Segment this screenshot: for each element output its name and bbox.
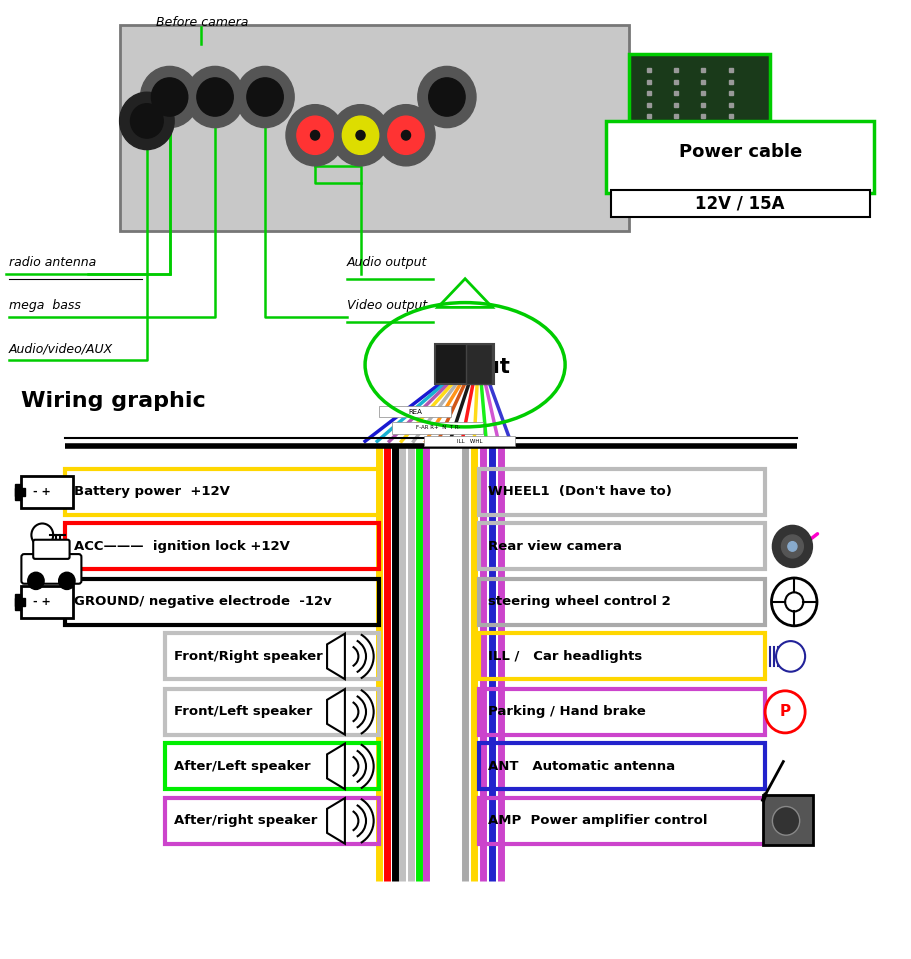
FancyBboxPatch shape xyxy=(466,343,492,384)
Text: F-AR R+  N  T R-: F-AR R+ N T R- xyxy=(415,426,459,431)
Circle shape xyxy=(247,78,283,116)
Text: Rear view camera: Rear view camera xyxy=(487,540,621,553)
Text: Front/Left speaker: Front/Left speaker xyxy=(174,706,312,718)
Circle shape xyxy=(197,78,233,116)
Text: Video output: Video output xyxy=(346,299,426,313)
Circle shape xyxy=(387,116,424,154)
Text: input: input xyxy=(447,357,509,377)
Circle shape xyxy=(331,105,389,166)
FancyBboxPatch shape xyxy=(435,343,494,384)
Text: Audio/video/AUX: Audio/video/AUX xyxy=(8,342,113,355)
Text: radio antenna: radio antenna xyxy=(8,256,96,269)
Circle shape xyxy=(764,690,804,733)
Text: Power cable: Power cable xyxy=(678,143,801,161)
Circle shape xyxy=(236,66,294,128)
Text: ANT   Automatic antenna: ANT Automatic antenna xyxy=(487,760,674,773)
FancyBboxPatch shape xyxy=(15,597,25,606)
Circle shape xyxy=(401,130,410,140)
Circle shape xyxy=(442,92,451,102)
Circle shape xyxy=(787,542,796,551)
FancyBboxPatch shape xyxy=(378,406,451,417)
FancyBboxPatch shape xyxy=(15,594,21,610)
Circle shape xyxy=(355,130,364,140)
Text: After/Left speaker: After/Left speaker xyxy=(174,760,311,773)
Text: mega  bass: mega bass xyxy=(8,299,80,313)
FancyBboxPatch shape xyxy=(424,436,515,446)
FancyBboxPatch shape xyxy=(21,476,73,508)
Text: 12V / 15A: 12V / 15A xyxy=(694,194,784,212)
FancyBboxPatch shape xyxy=(15,488,25,496)
Text: WHEEL1  (Don't have to): WHEEL1 (Don't have to) xyxy=(487,485,671,499)
Circle shape xyxy=(58,573,75,590)
Circle shape xyxy=(210,92,220,102)
FancyBboxPatch shape xyxy=(628,54,769,193)
Polygon shape xyxy=(327,634,344,679)
Circle shape xyxy=(772,807,799,835)
Text: AMP  Power amplifier control: AMP Power amplifier control xyxy=(487,814,707,828)
Circle shape xyxy=(310,130,319,140)
Circle shape xyxy=(297,116,333,154)
Text: ACC———  ignition lock +12V: ACC——— ignition lock +12V xyxy=(74,540,290,553)
FancyBboxPatch shape xyxy=(21,586,73,619)
Text: P: P xyxy=(779,704,790,719)
Circle shape xyxy=(119,92,174,150)
Text: REA: REA xyxy=(408,409,422,414)
Circle shape xyxy=(151,78,188,116)
Circle shape xyxy=(428,78,465,116)
FancyBboxPatch shape xyxy=(605,121,874,193)
Circle shape xyxy=(165,92,174,102)
FancyBboxPatch shape xyxy=(392,422,483,433)
FancyBboxPatch shape xyxy=(763,795,813,845)
Circle shape xyxy=(286,105,343,166)
Text: Front/Right speaker: Front/Right speaker xyxy=(174,650,322,663)
Polygon shape xyxy=(327,690,344,735)
Text: Wiring graphic: Wiring graphic xyxy=(21,391,206,411)
Circle shape xyxy=(775,642,804,671)
FancyBboxPatch shape xyxy=(119,25,628,231)
Text: After/right speaker: After/right speaker xyxy=(174,814,317,828)
Text: GROUND/ negative electrode  -12v: GROUND/ negative electrode -12v xyxy=(74,596,332,608)
Polygon shape xyxy=(327,798,344,844)
Circle shape xyxy=(781,535,803,558)
Circle shape xyxy=(130,104,163,138)
Text: ILL /   Car headlights: ILL / Car headlights xyxy=(487,650,641,663)
Text: steering wheel control 2: steering wheel control 2 xyxy=(487,596,670,608)
Circle shape xyxy=(417,66,476,128)
FancyBboxPatch shape xyxy=(21,554,81,584)
Polygon shape xyxy=(327,743,344,789)
Circle shape xyxy=(342,116,378,154)
Circle shape xyxy=(261,92,270,102)
Circle shape xyxy=(140,66,199,128)
Text: - +: - + xyxy=(34,487,51,497)
FancyBboxPatch shape xyxy=(609,190,869,217)
FancyBboxPatch shape xyxy=(33,540,69,559)
Text: Audio output: Audio output xyxy=(346,256,426,269)
Text: ILL   WHL: ILL WHL xyxy=(456,439,482,444)
Circle shape xyxy=(772,526,812,568)
Circle shape xyxy=(376,105,435,166)
Circle shape xyxy=(27,573,44,590)
Text: Before camera: Before camera xyxy=(156,16,248,29)
Text: - +: - + xyxy=(34,596,51,607)
FancyBboxPatch shape xyxy=(15,483,21,500)
Text: Parking / Hand brake: Parking / Hand brake xyxy=(487,706,645,718)
Circle shape xyxy=(186,66,244,128)
Text: Battery power  +12V: Battery power +12V xyxy=(74,485,230,499)
